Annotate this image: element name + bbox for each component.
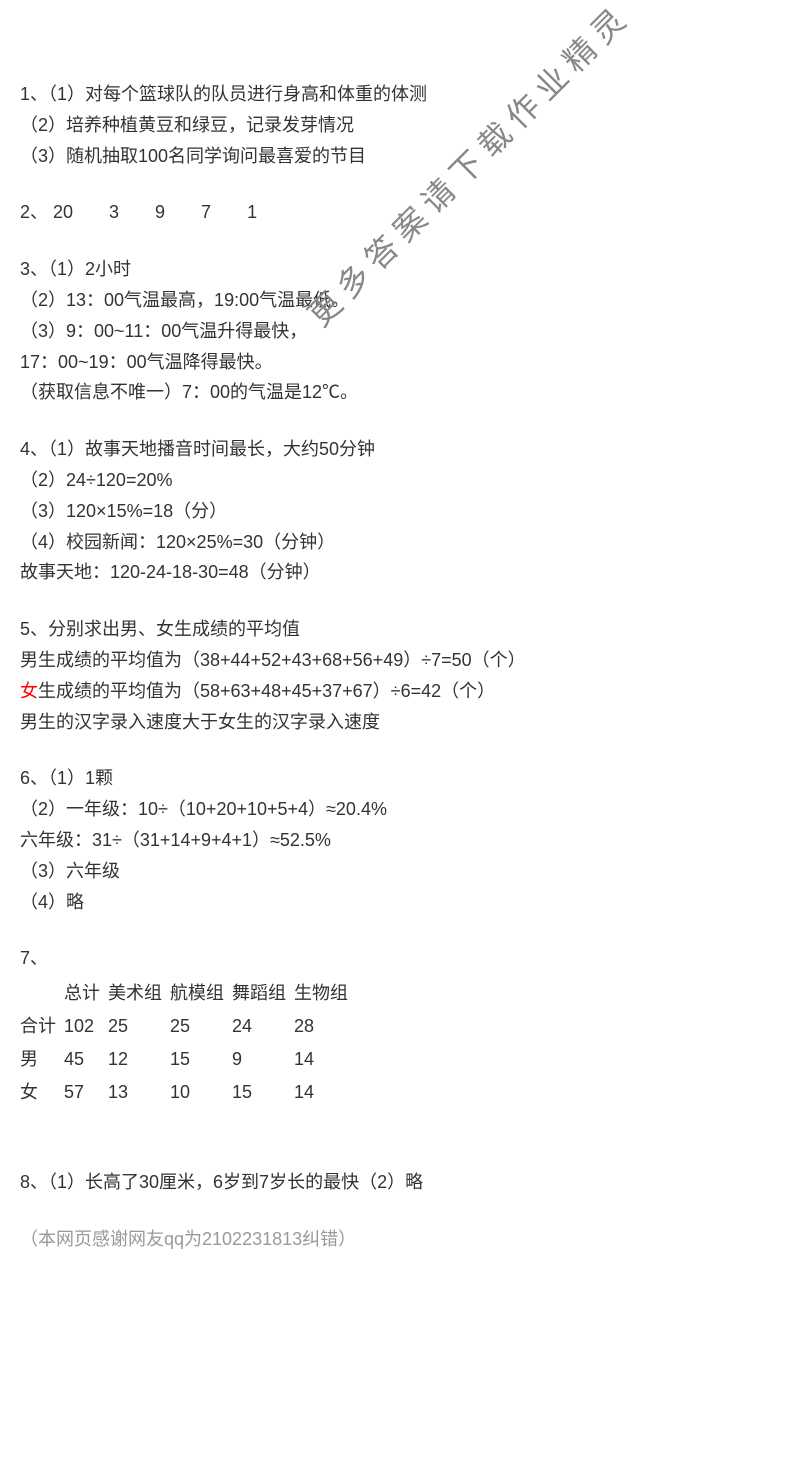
table-cell: 14 [294, 1076, 356, 1109]
question-8: 8、（1）长高了30厘米，6岁到7岁长的最快（2）略 [20, 1168, 780, 1197]
table-cell: 15 [232, 1076, 294, 1109]
question-4: 4、（1）故事天地播音时间最长，大约50分钟 （2）24÷120=20% （3）… [20, 435, 780, 587]
table-cell [20, 977, 64, 1010]
q1-line2: （2）培养种植黄豆和绿豆，记录发芽情况 [20, 111, 780, 140]
q5-line3-rest: 生成绩的平均值为（58+63+48+45+37+67）÷6=42（个） [38, 681, 495, 701]
q2-text: 2、 20 3 9 7 1 [20, 198, 780, 227]
table-cell: 15 [170, 1043, 232, 1076]
table-cell: 25 [108, 1010, 170, 1043]
table-row: 男 45 12 15 9 14 [20, 1043, 356, 1076]
q4-line2: （2）24÷120=20% [20, 466, 780, 495]
table-cell: 14 [294, 1043, 356, 1076]
table-header-row: 总计 美术组 航模组 舞蹈组 生物组 [20, 977, 356, 1010]
q6-line5: （4）略 [20, 888, 780, 917]
q1-line3: （3）随机抽取100名同学询问最喜爱的节目 [20, 142, 780, 171]
table-cell: 10 [170, 1076, 232, 1109]
table-row: 合计 102 25 25 24 28 [20, 1010, 356, 1043]
q5-line3: 女生成绩的平均值为（58+63+48+45+37+67）÷6=42（个） [20, 677, 780, 706]
table-cell: 舞蹈组 [232, 977, 294, 1010]
footer-text: （本网页感谢网友qq为2102231813纠错） [20, 1225, 780, 1254]
q5-line1: 5、分别求出男、女生成绩的平均值 [20, 615, 780, 644]
table-cell: 102 [64, 1010, 108, 1043]
table-row: 女 57 13 10 15 14 [20, 1076, 356, 1109]
question-6: 6、（1）1颗 （2）一年级：10÷（10+20+10+5+4）≈20.4% 六… [20, 764, 780, 916]
q8-text: 8、（1）长高了30厘米，6岁到7岁长的最快（2）略 [20, 1168, 780, 1197]
table-cell: 12 [108, 1043, 170, 1076]
table-cell: 25 [170, 1010, 232, 1043]
q3-line3: （3）9：00~11：00气温升得最快， [20, 317, 780, 346]
table-cell: 57 [64, 1076, 108, 1109]
q7-header: 7、 [20, 944, 780, 973]
table-cell: 生物组 [294, 977, 356, 1010]
q6-line1: 6、（1）1颗 [20, 764, 780, 793]
table-cell: 女 [20, 1076, 64, 1109]
q3-line5: （获取信息不唯一）7：00的气温是12℃。 [20, 378, 780, 407]
question-2: 2、 20 3 9 7 1 [20, 198, 780, 227]
table-cell: 24 [232, 1010, 294, 1043]
table-cell: 9 [232, 1043, 294, 1076]
table-cell: 45 [64, 1043, 108, 1076]
question-5: 5、分别求出男、女生成绩的平均值 男生成绩的平均值为（38+44+52+43+6… [20, 615, 780, 736]
q6-line3: 六年级：31÷（31+14+9+4+1）≈52.5% [20, 826, 780, 855]
q5-line2: 男生成绩的平均值为（38+44+52+43+68+56+49）÷7=50（个） [20, 646, 780, 675]
q4-line3: （3）120×15%=18（分） [20, 497, 780, 526]
q7-table: 总计 美术组 航模组 舞蹈组 生物组 合计 102 25 25 24 28 男 … [20, 977, 356, 1108]
q6-line4: （3）六年级 [20, 857, 780, 886]
q5-red-char: 女 [20, 681, 38, 701]
table-cell: 美术组 [108, 977, 170, 1010]
table-cell: 13 [108, 1076, 170, 1109]
table-cell: 合计 [20, 1010, 64, 1043]
table-cell: 航模组 [170, 977, 232, 1010]
q4-line4: （4）校园新闻：120×25%=30（分钟） [20, 528, 780, 557]
question-1: 1、（1）对每个篮球队的队员进行身高和体重的体测 （2）培养种植黄豆和绿豆，记录… [20, 80, 780, 170]
q4-line1: 4、（1）故事天地播音时间最长，大约50分钟 [20, 435, 780, 464]
table-cell: 男 [20, 1043, 64, 1076]
table-cell: 总计 [64, 977, 108, 1010]
q3-line4: 17：00~19：00气温降得最快。 [20, 348, 780, 377]
question-7: 7、 总计 美术组 航模组 舞蹈组 生物组 合计 102 25 25 24 28… [20, 944, 780, 1108]
q1-line1: 1、（1）对每个篮球队的队员进行身高和体重的体测 [20, 80, 780, 109]
q4-line5: 故事天地：120-24-18-30=48（分钟） [20, 558, 780, 587]
q7-table-wrapper: 总计 美术组 航模组 舞蹈组 生物组 合计 102 25 25 24 28 男 … [20, 977, 780, 1108]
footer-note: （本网页感谢网友qq为2102231813纠错） [20, 1225, 780, 1254]
q3-line2: （2）13：00气温最高，19:00气温最低。 [20, 286, 780, 315]
question-3: 3、（1）2小时 （2）13：00气温最高，19:00气温最低。 （3）9：00… [20, 255, 780, 407]
q6-line2: （2）一年级：10÷（10+20+10+5+4）≈20.4% [20, 795, 780, 824]
table-cell: 28 [294, 1010, 356, 1043]
q3-line1: 3、（1）2小时 [20, 255, 780, 284]
q5-line4: 男生的汉字录入速度大于女生的汉字录入速度 [20, 708, 780, 737]
